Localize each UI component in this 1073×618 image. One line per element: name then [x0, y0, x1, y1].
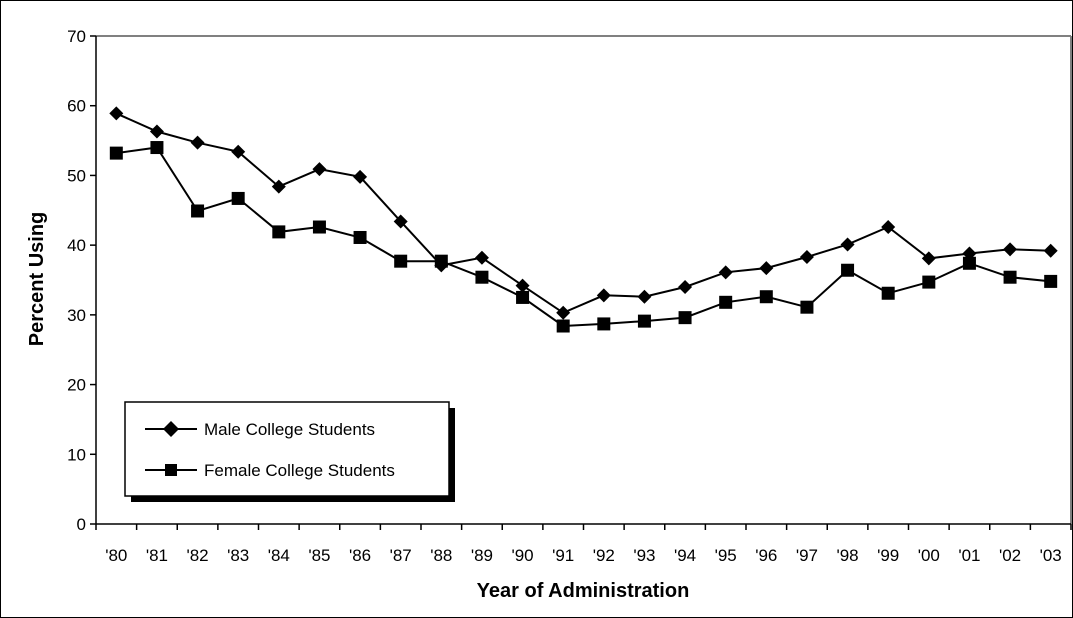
- x-tick-label: '88: [430, 546, 452, 565]
- x-tick-label: '92: [593, 546, 615, 565]
- x-tick-label: '83: [227, 546, 249, 565]
- data-point-female: [637, 314, 651, 328]
- x-tick-label: '81: [146, 546, 168, 565]
- legend-square-marker: [165, 464, 177, 476]
- data-point-male: [190, 135, 205, 150]
- x-tick-label: '93: [633, 546, 655, 565]
- data-point-female: [109, 146, 123, 160]
- data-point-male: [1043, 243, 1058, 258]
- legend-diamond-marker: [163, 421, 179, 437]
- x-tick-label: '99: [877, 546, 899, 565]
- x-tick-label: '86: [349, 546, 371, 565]
- y-tick-label: 70: [67, 27, 86, 46]
- y-tick-label: 20: [67, 376, 86, 395]
- data-point-male: [840, 237, 855, 252]
- x-tick-label: '02: [999, 546, 1021, 565]
- x-tick-label: '82: [186, 546, 208, 565]
- data-point-female: [231, 191, 245, 205]
- data-point-female: [394, 254, 408, 268]
- data-point-female: [475, 270, 489, 284]
- x-tick-label: '03: [1040, 546, 1062, 565]
- data-point-male: [881, 220, 896, 235]
- data-point-female: [719, 295, 733, 309]
- data-point-female: [962, 256, 976, 270]
- data-point-male: [393, 214, 408, 229]
- data-point-female: [759, 290, 773, 304]
- x-tick-label: '00: [918, 546, 940, 565]
- data-point-male: [556, 305, 571, 320]
- data-point-male: [1003, 242, 1018, 257]
- data-point-male: [596, 288, 611, 303]
- y-tick-label: 40: [67, 236, 86, 255]
- x-tick-label: '94: [674, 546, 696, 565]
- plot-area: 0 10 20 30 40 50 60 70 '80 '81 '82 '83 '84 '85 '86 '87 '…: [67, 27, 1072, 565]
- data-point-male: [474, 250, 489, 265]
- data-point-male: [149, 124, 164, 139]
- series-line-male: [115, 112, 1051, 314]
- x-tick-label: '85: [308, 546, 330, 565]
- data-point-female: [150, 141, 164, 155]
- data-point-male: [799, 249, 814, 264]
- data-point-male: [515, 278, 530, 293]
- data-point-female: [922, 275, 936, 289]
- legend: Male College Students Female College Stu…: [124, 401, 455, 502]
- series-line-female: [116, 146, 1051, 328]
- x-tick-label: '97: [796, 546, 818, 565]
- y-tick-label: 60: [67, 97, 86, 116]
- data-point-male: [353, 169, 368, 184]
- data-point-female: [272, 225, 286, 239]
- data-point-female: [1044, 274, 1058, 288]
- data-point-male: [678, 279, 693, 294]
- y-tick-label: 10: [67, 445, 86, 464]
- x-tick-label: '95: [715, 546, 737, 565]
- data-point-female: [516, 290, 530, 304]
- x-tick-label: '89: [471, 546, 493, 565]
- data-point-female: [434, 254, 448, 268]
- x-tick-label: '87: [390, 546, 412, 565]
- x-tick-label: '84: [268, 546, 290, 565]
- data-point-male: [637, 289, 652, 304]
- data-point-male: [231, 144, 246, 159]
- data-point-female: [312, 220, 326, 234]
- data-point-female: [353, 230, 367, 244]
- y-tick-label: 30: [67, 306, 86, 325]
- y-tick-label: 0: [77, 515, 86, 534]
- data-point-female: [191, 204, 205, 218]
- legend-label-female: Female College Students: [204, 461, 395, 480]
- data-point-female: [678, 311, 692, 325]
- x-tick-label: '98: [836, 546, 858, 565]
- x-tick-label: '96: [755, 546, 777, 565]
- data-point-female: [1003, 270, 1017, 284]
- x-tick-label: '90: [511, 546, 533, 565]
- data-point-female: [881, 286, 895, 300]
- x-tick-label: '80: [105, 546, 127, 565]
- data-point-male: [312, 162, 327, 177]
- y-axis-title: Percent Using: [26, 212, 48, 346]
- data-point-male: [718, 265, 733, 280]
- x-tick-label: '01: [958, 546, 980, 565]
- y-tick-label: 50: [67, 166, 86, 185]
- data-point-male: [921, 251, 936, 266]
- data-point-male: [759, 261, 774, 276]
- x-axis-title: Year of Administration: [477, 580, 690, 602]
- x-tick-label: '91: [552, 546, 574, 565]
- data-point-male: [109, 106, 124, 121]
- data-point-female: [597, 317, 611, 331]
- data-point-female: [841, 263, 855, 277]
- data-point-female: [556, 319, 570, 333]
- data-point-female: [800, 300, 814, 314]
- data-point-male: [271, 179, 286, 194]
- legend-label-male: Male College Students: [204, 420, 375, 439]
- legend-box: [124, 401, 450, 497]
